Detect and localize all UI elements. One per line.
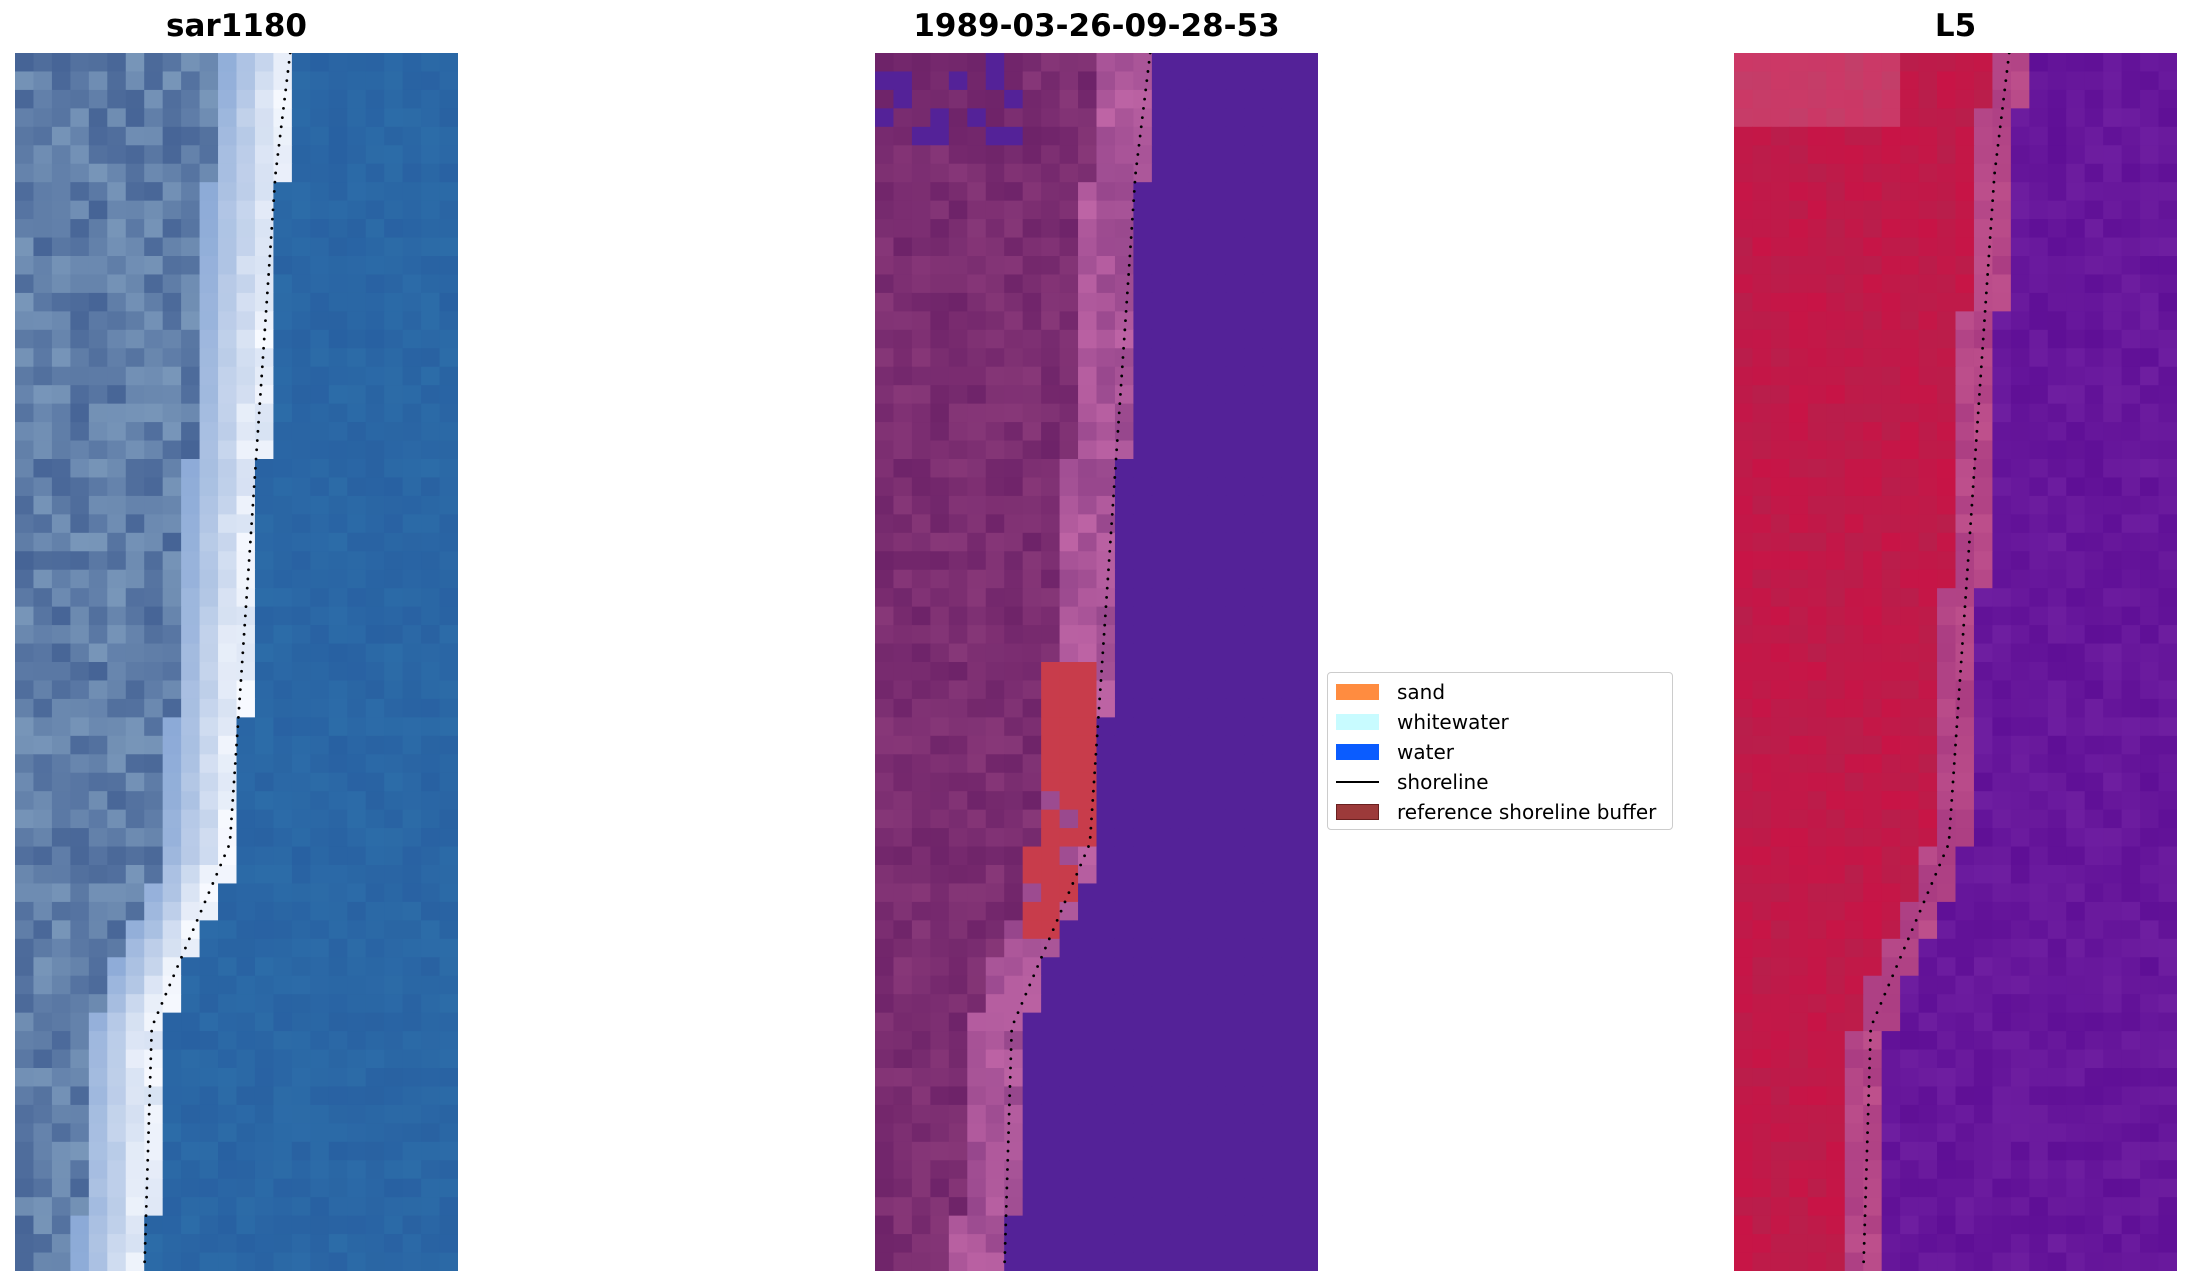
rgb-satellite-image xyxy=(15,53,458,1271)
sand-swatch xyxy=(1336,684,1379,700)
classified-image xyxy=(875,53,1318,1271)
legend: sand whitewater water shoreline referenc… xyxy=(1327,672,1673,830)
buffer-swatch xyxy=(1336,804,1379,820)
legend-label-shoreline: shoreline xyxy=(1397,770,1489,794)
legend-item-shoreline: shoreline xyxy=(1336,767,1489,797)
shoreline-line-swatch xyxy=(1336,781,1379,783)
index-image-panel xyxy=(1734,53,2177,1271)
panel-title-index: L5 xyxy=(1934,8,1977,44)
legend-label-water: water xyxy=(1397,740,1454,764)
water-swatch xyxy=(1336,744,1379,760)
legend-item-water: water xyxy=(1336,737,1454,767)
legend-item-sand: sand xyxy=(1336,677,1445,707)
classified-image-panel xyxy=(875,53,1318,1271)
index-image xyxy=(1734,53,2177,1271)
legend-label-reference-buffer: reference shoreline buffer xyxy=(1397,800,1657,824)
whitewater-swatch xyxy=(1336,714,1379,730)
legend-item-whitewater: whitewater xyxy=(1336,707,1509,737)
legend-item-reference-buffer: reference shoreline buffer xyxy=(1336,797,1656,827)
rgb-image-panel xyxy=(15,53,458,1271)
legend-label-sand: sand xyxy=(1397,680,1446,704)
legend-label-whitewater: whitewater xyxy=(1397,710,1509,734)
panel-title-rgb: sar1180 xyxy=(166,8,307,44)
panel-title-classified: 1989-03-26-09-28-53 xyxy=(913,8,1280,44)
